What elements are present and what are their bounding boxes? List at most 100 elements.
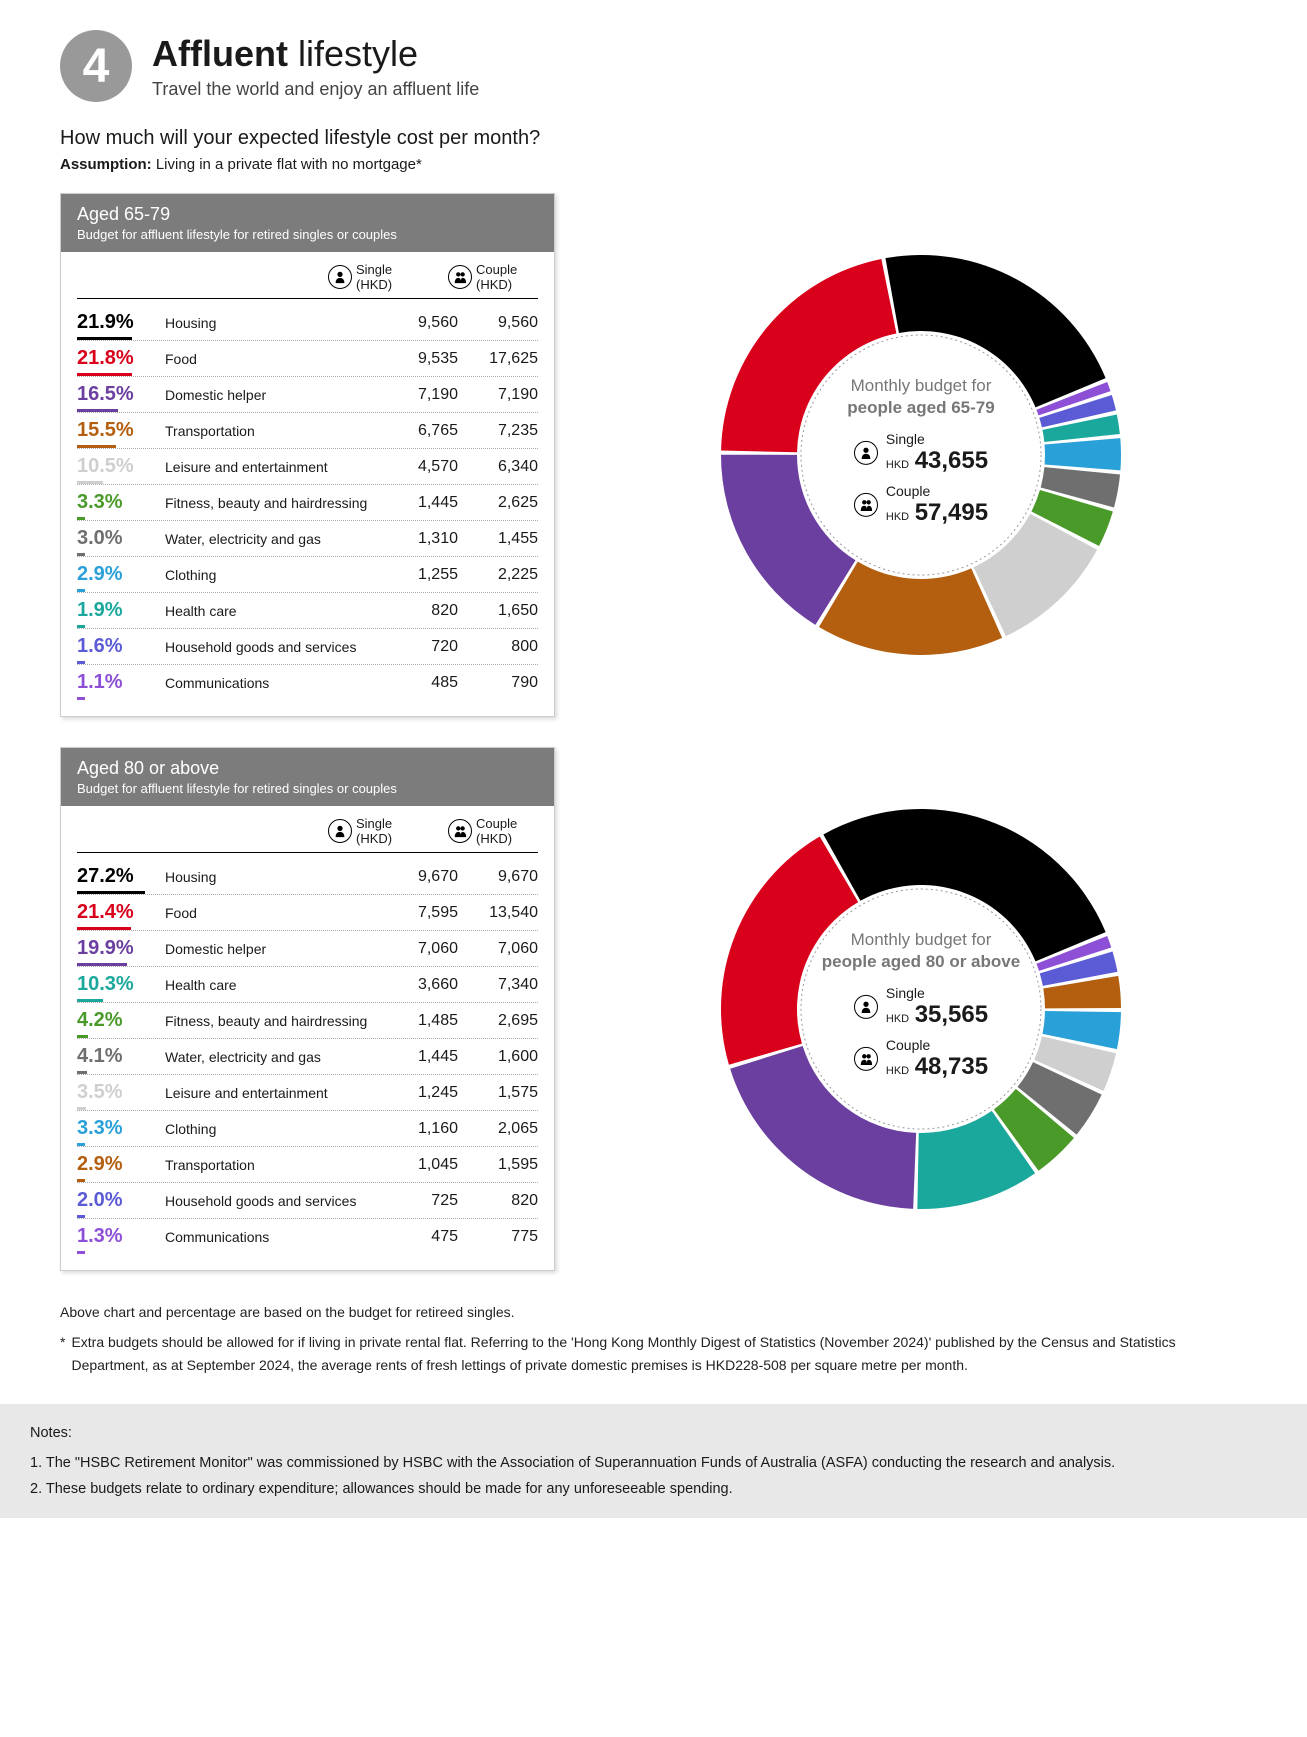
page-title: Affluent lifestyle — [152, 33, 479, 75]
category-label: Communications — [157, 1229, 378, 1245]
footnote-extra-budget: Extra budgets should be allowed for if l… — [71, 1331, 1247, 1376]
age-section: Aged 80 or aboveBudget for affluent life… — [60, 747, 1247, 1271]
category-label: Leisure and entertainment — [157, 1085, 378, 1101]
footnote-basis: Above chart and percentage are based on … — [60, 1301, 1247, 1323]
question-heading: How much will your expected lifestyle co… — [60, 127, 1247, 150]
age-title: Aged 80 or above — [77, 758, 538, 779]
couple-value: 7,235 — [458, 422, 538, 440]
pct-cell: 2.9% — [77, 1153, 157, 1176]
category-label: Leisure and entertainment — [157, 459, 378, 475]
pct-cell: 19.9% — [77, 937, 157, 960]
category-label: Food — [157, 905, 378, 921]
table-row: 27.2%Housing9,6709,670 — [77, 859, 538, 895]
assumption-text: Assumption: Living in a private flat wit… — [60, 156, 1247, 173]
category-label: Fitness, beauty and hairdressing — [157, 495, 378, 511]
page-subtitle: Travel the world and enjoy an affluent l… — [152, 79, 479, 100]
category-label: Housing — [157, 869, 378, 885]
couple-icon — [854, 1047, 878, 1071]
footnotes: Above chart and percentage are based on … — [60, 1301, 1247, 1384]
category-label: Food — [157, 351, 378, 367]
category-label: Water, electricity and gas — [157, 531, 378, 547]
table-row: 1.9%Health care8201,650 — [77, 593, 538, 629]
pct-cell: 3.0% — [77, 527, 157, 550]
category-label: Health care — [157, 977, 378, 993]
single-icon — [328, 819, 352, 843]
couple-value: 13,540 — [458, 904, 538, 922]
table-row: 4.1%Water, electricity and gas1,4451,600 — [77, 1039, 538, 1075]
couple-value: 1,575 — [458, 1084, 538, 1102]
couple-value: 2,065 — [458, 1120, 538, 1138]
couple-icon — [448, 265, 472, 289]
single-value: 1,445 — [378, 494, 458, 512]
pct-cell: 1.9% — [77, 599, 157, 622]
table-row: 2.9%Clothing1,2552,225 — [77, 557, 538, 593]
category-label: Transportation — [157, 1157, 378, 1173]
table-row: 10.3%Health care3,6607,340 — [77, 967, 538, 1003]
table-row: 21.9%Housing9,5609,560 — [77, 305, 538, 341]
couple-value: 7,060 — [458, 940, 538, 958]
couple-value: 9,560 — [458, 314, 538, 332]
pct-cell: 10.5% — [77, 455, 157, 478]
age-title: Aged 65-79 — [77, 204, 538, 225]
pct-cell: 27.2% — [77, 865, 157, 888]
couple-value: 790 — [458, 674, 538, 692]
table-row: 3.3%Clothing1,1602,065 — [77, 1111, 538, 1147]
pct-cell: 3.3% — [77, 491, 157, 514]
single-icon — [854, 995, 878, 1019]
pct-cell: 4.1% — [77, 1045, 157, 1068]
pct-cell: 16.5% — [77, 383, 157, 406]
category-label: Household goods and services — [157, 1193, 378, 1209]
couple-value: 820 — [458, 1192, 538, 1210]
pct-cell: 21.9% — [77, 311, 157, 334]
category-label: Clothing — [157, 1121, 378, 1137]
note-item: 2. These budgets relate to ordinary expe… — [30, 1476, 1277, 1502]
table-row: 4.2%Fitness, beauty and hairdressing1,48… — [77, 1003, 538, 1039]
pct-cell: 21.8% — [77, 347, 157, 370]
single-value: 1,245 — [378, 1084, 458, 1102]
table-row: 21.4%Food7,59513,540 — [77, 895, 538, 931]
single-value: 7,190 — [378, 386, 458, 404]
single-value: 7,060 — [378, 940, 458, 958]
single-value: 1,045 — [378, 1156, 458, 1174]
table-row: 3.3%Fitness, beauty and hairdressing1,44… — [77, 485, 538, 521]
couple-value: 7,190 — [458, 386, 538, 404]
couple-value: 17,625 — [458, 350, 538, 368]
single-value: 820 — [378, 602, 458, 620]
donut-slice — [819, 562, 1002, 655]
single-value: 4,570 — [378, 458, 458, 476]
budget-table-card: Aged 65-79Budget for affluent lifestyle … — [60, 193, 555, 717]
pct-cell: 15.5% — [77, 419, 157, 442]
single-value: 3,660 — [378, 976, 458, 994]
single-value: 6,765 — [378, 422, 458, 440]
note-item: 1. The "HSBC Retirement Monitor" was com… — [30, 1450, 1277, 1476]
single-icon — [854, 441, 878, 465]
table-row: 1.6%Household goods and services720800 — [77, 629, 538, 665]
couple-value: 800 — [458, 638, 538, 656]
couple-value: 2,695 — [458, 1012, 538, 1030]
category-label: Transportation — [157, 423, 378, 439]
section-number-badge: 4 — [60, 30, 132, 102]
couple-value: 775 — [458, 1228, 538, 1246]
couple-value: 2,625 — [458, 494, 538, 512]
category-label: Domestic helper — [157, 387, 378, 403]
single-icon — [328, 265, 352, 289]
table-row: 21.8%Food9,53517,625 — [77, 341, 538, 377]
notes-block: Notes: 1. The "HSBC Retirement Monitor" … — [0, 1404, 1307, 1518]
pct-cell: 1.3% — [77, 1225, 157, 1248]
single-value: 9,535 — [378, 350, 458, 368]
table-row: 2.9%Transportation1,0451,595 — [77, 1147, 538, 1183]
couple-value: 1,600 — [458, 1048, 538, 1066]
donut-slice — [1045, 438, 1121, 470]
pct-cell: 10.3% — [77, 973, 157, 996]
pct-cell: 3.5% — [77, 1081, 157, 1104]
notes-title: Notes: — [30, 1420, 1277, 1446]
pct-cell: 4.2% — [77, 1009, 157, 1032]
table-row: 1.1%Communications485790 — [77, 665, 538, 700]
single-value: 7,595 — [378, 904, 458, 922]
donut-block: Monthly budget forpeople aged 65-79Singl… — [595, 193, 1247, 717]
table-row: 16.5%Domestic helper7,1907,190 — [77, 377, 538, 413]
category-label: Housing — [157, 315, 378, 331]
couple-value: 1,650 — [458, 602, 538, 620]
category-label: Communications — [157, 675, 378, 691]
page-header: 4 Affluent lifestyle Travel the world an… — [60, 30, 1247, 102]
